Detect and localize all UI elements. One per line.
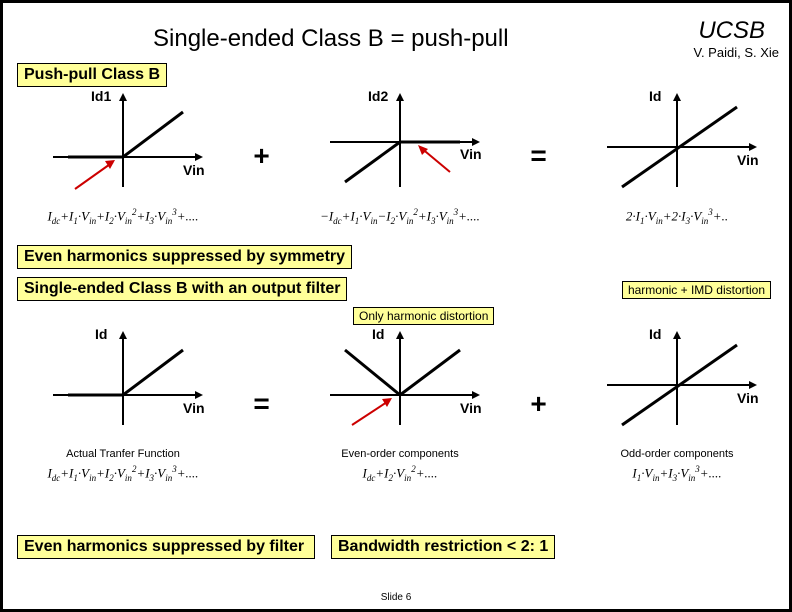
graph-id2: Id2 Vin −Idc+I1·Vin−I2·Vin2+I3·Vin3+.... <box>310 87 490 226</box>
label-pushpull: Push-pull Class B <box>17 63 167 87</box>
slide-frame: Single-ended Class B = push-pull UCSB V.… <box>0 0 792 612</box>
plot-actual-tf: Id Vin <box>33 325 213 445</box>
label-only-harm: Only harmonic distortion <box>353 307 494 325</box>
eqn-3: 2·I1·Vin+2·I3·Vin3+.. <box>626 207 728 226</box>
svg-text:Vin: Vin <box>737 152 759 168</box>
label-bandwidth: Bandwidth restriction < 2: 1 <box>331 535 555 559</box>
svg-text:Id2: Id2 <box>368 88 388 104</box>
graph-odd-order: Id Vin Odd-order components I1·Vin+I3·Vi… <box>587 325 767 483</box>
plot-id2: Id2 Vin <box>310 87 490 207</box>
row2: Id Vin Actual Tranfer Function Idc+I1·Vi… <box>33 325 767 483</box>
eqn-4: Idc+I1·Vin+I2·Vin2+I3·Vin3+.... <box>47 464 198 483</box>
graph-even-order: Id Vin Even-order components Idc+I2·Vin2… <box>310 325 490 483</box>
label-even-filter: Even harmonics suppressed by filter <box>17 535 315 559</box>
row1: Id1 Vin Idc+I1·Vin+I2·Vin2+I3·Vin3+.... … <box>33 87 767 226</box>
label-even-sym: Even harmonics suppressed by symmetry <box>17 245 352 269</box>
plot-even-order: Id Vin <box>310 325 490 445</box>
plot-id-sum: Id Vin <box>587 87 767 207</box>
svg-text:Vin: Vin <box>460 146 482 162</box>
svg-text:Vin: Vin <box>183 400 205 416</box>
sublabel-odd: Odd-order components <box>620 448 733 460</box>
eqn-2: −Idc+I1·Vin−I2·Vin2+I3·Vin3+.... <box>320 207 480 226</box>
label-se-filter: Single-ended Class B with an output filt… <box>17 277 347 301</box>
plus-op-1: + <box>249 140 275 172</box>
sublabel-actual: Actual Tranfer Function <box>66 448 180 460</box>
svg-text:Id: Id <box>649 326 661 342</box>
sublabel-even: Even-order components <box>341 448 458 460</box>
svg-text:Vin: Vin <box>183 162 205 178</box>
plot-id1: Id1 Vin <box>33 87 213 207</box>
authors-label: V. Paidi, S. Xie <box>693 45 779 60</box>
svg-text:Id1: Id1 <box>91 88 111 104</box>
graph-actual-tf: Id Vin Actual Tranfer Function Idc+I1·Vi… <box>33 325 213 483</box>
graph-id1: Id1 Vin Idc+I1·Vin+I2·Vin2+I3·Vin3+.... <box>33 87 213 226</box>
eqn-5: Idc+I2·Vin2+.... <box>363 464 438 483</box>
eqn-6: I1·Vin+I3·Vin3+.... <box>632 464 721 483</box>
svg-text:Vin: Vin <box>460 400 482 416</box>
slide-number: Slide 6 <box>3 592 789 603</box>
svg-text:Id: Id <box>95 326 107 342</box>
graph-id-sum: Id Vin 2·I1·Vin+2·I3·Vin3+.. <box>587 87 767 226</box>
equals-op-2: = <box>249 388 275 420</box>
eqn-1: Idc+I1·Vin+I2·Vin2+I3·Vin3+.... <box>47 207 198 226</box>
slide-title: Single-ended Class B = push-pull <box>153 25 509 53</box>
svg-text:Vin: Vin <box>737 390 759 406</box>
plus-op-2: + <box>526 388 552 420</box>
label-harm-imd: harmonic + IMD distortion <box>622 281 771 299</box>
org-label: UCSB <box>698 17 765 45</box>
svg-text:Id: Id <box>372 326 384 342</box>
equals-op-1: = <box>526 140 552 172</box>
plot-odd-order: Id Vin <box>587 325 767 445</box>
svg-text:Id: Id <box>649 88 661 104</box>
